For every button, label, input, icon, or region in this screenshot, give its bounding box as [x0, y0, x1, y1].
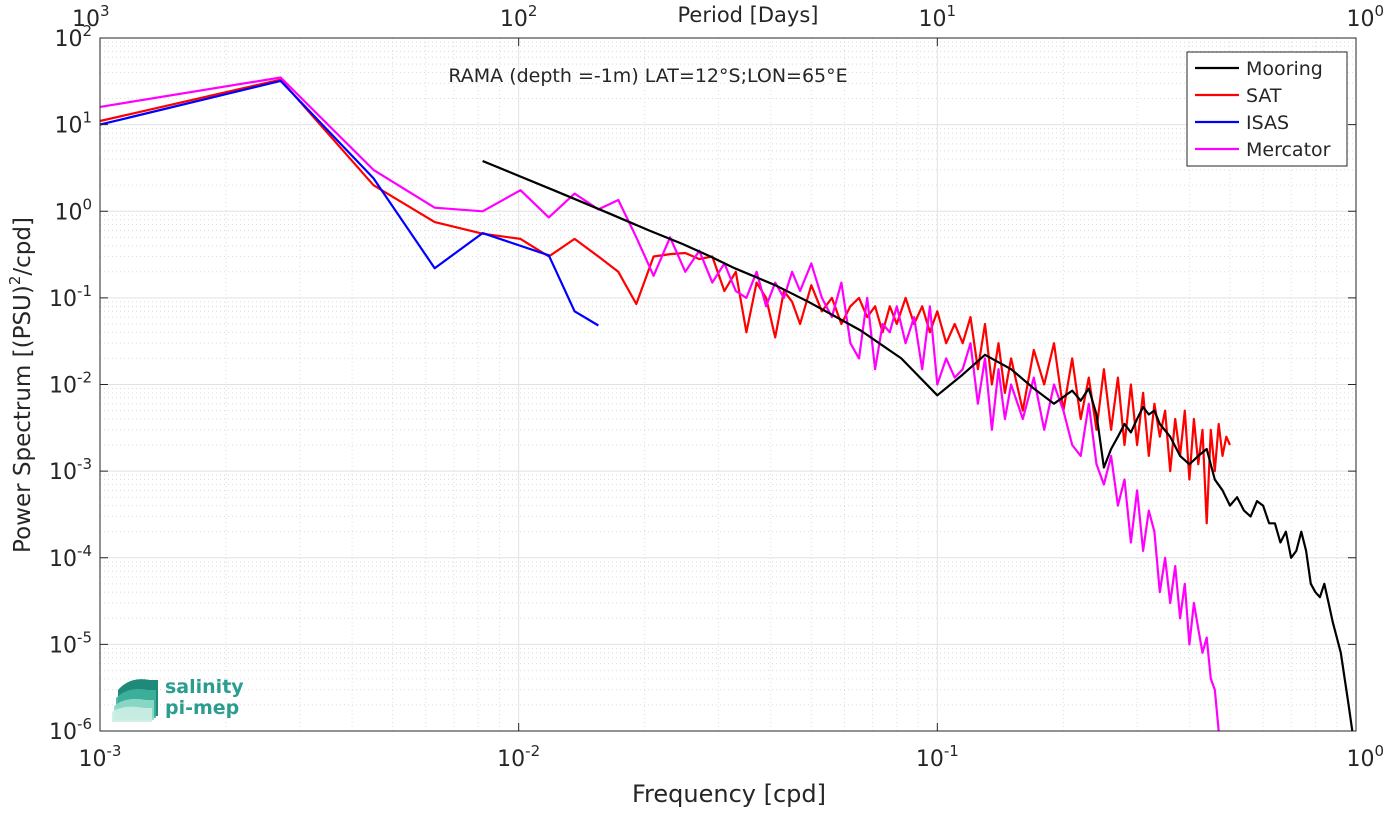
y-tick-label-base: 10	[49, 633, 77, 658]
y-tick-label: 10-3	[49, 455, 92, 485]
y-axis-label-tail: /cpd]	[10, 217, 36, 276]
top-tick-label-exponent: 3	[100, 2, 110, 20]
x-tick-label-exponent: -2	[525, 742, 540, 760]
x-tick-label-exponent: -1	[944, 742, 959, 760]
x-tick-label-exponent: 0	[1374, 742, 1383, 760]
logo-waves-icon	[112, 679, 158, 722]
y-tick-label-exponent: 1	[82, 109, 92, 127]
y-tick-label-exponent: -1	[77, 282, 92, 300]
x-tick-label-exponent: -3	[107, 742, 122, 760]
series-line-isas	[99, 79, 599, 327]
grid	[99, 37, 1357, 732]
y-tick-label-base: 10	[49, 460, 77, 485]
y-tick-label-exponent: -2	[77, 369, 92, 387]
y-tick-label: 102	[54, 22, 92, 52]
x-tick-label: 10-1	[916, 742, 959, 772]
x-tick-label-base: 10	[79, 747, 107, 772]
legend-box	[1186, 51, 1348, 167]
y-axis-label-sup: 2	[6, 276, 24, 286]
salinity-pimep-logo: salinity pi-mep	[112, 676, 244, 722]
y-tick-label-base: 10	[49, 547, 77, 572]
top-tick-label-exponent: 0	[1374, 2, 1383, 20]
top-tick-label-exponent: 1	[947, 2, 957, 20]
top-tick-label-base: 10	[1346, 7, 1374, 32]
y-tick-label-base: 10	[54, 27, 82, 52]
y-tick-label-base: 10	[49, 720, 77, 745]
chart-title: RAMA (depth =-1m) LAT=12°S;LON=65°E	[448, 65, 847, 87]
y-tick-label-base: 10	[54, 200, 82, 225]
top-axis-label: Period [Days]	[678, 3, 819, 27]
y-tick-label-exponent: -6	[77, 715, 92, 733]
x-axis-label: Frequency [cpd]	[632, 780, 826, 808]
x-tick-label-base: 10	[497, 747, 525, 772]
legend: Mooring SAT ISAS Mercator	[1186, 51, 1348, 167]
y-tick-label-base: 10	[54, 114, 82, 139]
top-tick-label-base: 10	[919, 7, 947, 32]
x-tick-label-base: 10	[916, 747, 944, 772]
y-tick-label: 10-5	[49, 628, 92, 658]
legend-label-mooring: Mooring	[1246, 58, 1323, 80]
y-tick-label: 10-2	[49, 369, 92, 399]
y-tick-label: 101	[54, 109, 92, 139]
y-tick-label: 10-1	[49, 282, 92, 312]
logo-line2: pi-mep	[165, 697, 239, 719]
y-tick-label-exponent: -3	[77, 455, 92, 473]
y-axis-label: Power Spectrum [(PSU)2/cpd]	[6, 217, 36, 553]
y-tick-label: 10-6	[49, 715, 92, 745]
series-line-mooring	[482, 159, 1354, 732]
series-line-mercator	[99, 76, 1220, 732]
top-tick-label-base: 10	[72, 7, 100, 32]
top-tick-label: 102	[500, 2, 538, 32]
top-tick-label: 100	[1346, 2, 1383, 32]
logo-line1: salinity	[165, 676, 244, 698]
y-tick-label: 100	[54, 195, 92, 225]
tick-labels: 10-3 10-2 10-1 10010-610-510-410-310-210-11…	[49, 2, 1383, 772]
x-tick-label: 10-2	[497, 742, 540, 772]
y-tick-label: 10-4	[49, 542, 92, 572]
x-tick-label-base: 10	[1346, 747, 1374, 772]
y-tick-label-exponent: 0	[82, 195, 92, 213]
legend-label-isas: ISAS	[1246, 112, 1289, 134]
series-layer	[99, 76, 1354, 732]
y-tick-label-exponent: -5	[77, 628, 92, 646]
legend-label-mercator: Mercator	[1246, 139, 1331, 161]
top-tick-label: 101	[919, 2, 957, 32]
y-tick-label-exponent: -4	[77, 542, 92, 560]
top-tick-label-exponent: 2	[528, 2, 538, 20]
y-tick-label-base: 10	[49, 287, 77, 312]
tick-marks	[99, 37, 1357, 732]
top-tick-label: 103	[72, 2, 110, 32]
legend-label-sat: SAT	[1246, 85, 1282, 107]
x-tick-label: 100	[1346, 742, 1383, 772]
x-tick-label: 10-3	[79, 742, 122, 772]
y-tick-label-exponent: 2	[82, 22, 92, 40]
y-axis-label-main: Power Spectrum [(PSU)	[10, 285, 36, 553]
top-tick-label-base: 10	[500, 7, 528, 32]
y-tick-label-base: 10	[49, 374, 77, 399]
